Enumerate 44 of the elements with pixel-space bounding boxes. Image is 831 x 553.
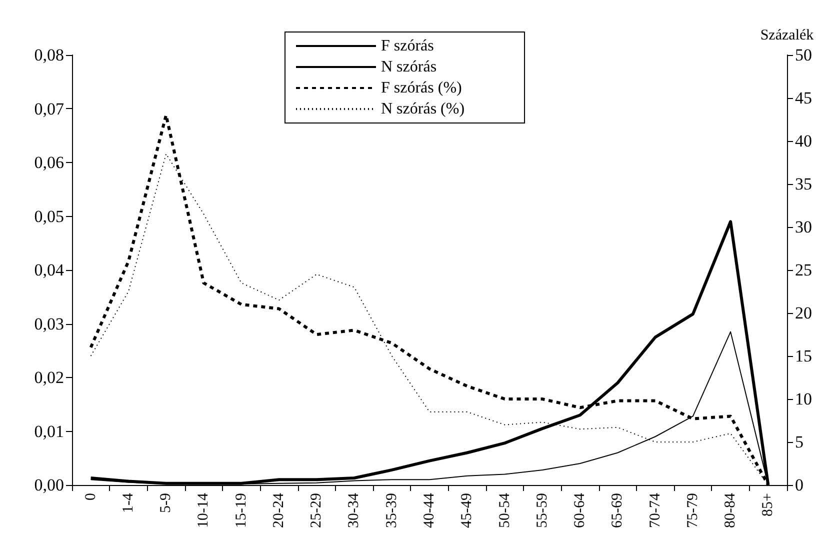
y-tick-label: 0,03 — [34, 314, 64, 334]
x-tick-label: 55-59 — [534, 493, 550, 528]
legend-label: N szórás — [381, 58, 437, 76]
x-tick-label: 25-29 — [308, 493, 325, 528]
y2-tick-label: 50 — [795, 46, 812, 64]
x-tick-label: 0 — [82, 493, 99, 500]
x-tick-label: 5-9 — [158, 493, 174, 513]
x-tick-label: 20-24 — [270, 492, 287, 528]
x-tick-label: 65-69 — [610, 493, 626, 528]
y2-axis-title: Százalék — [760, 28, 814, 44]
x-tick-label: 35-39 — [384, 493, 400, 528]
y2-tick-label: 25 — [795, 260, 812, 280]
y-tick-label: 0,01 — [34, 422, 64, 441]
y-tick-label: 0,06 — [34, 153, 64, 172]
x-tick-label: 10-14 — [196, 492, 212, 528]
x-tick-label: 40-44 — [422, 492, 438, 528]
y2-tick-label: 30 — [795, 218, 812, 236]
y2-tick-label: 20 — [795, 304, 812, 322]
y-tick-label: 0,02 — [34, 368, 64, 387]
y2-tick-label: 35 — [795, 174, 812, 194]
legend-label: N szórás (%) — [381, 100, 465, 118]
legend-label: F szórás — [381, 38, 434, 54]
x-tick-label: 50-54 — [496, 492, 513, 528]
y-tick-label: 0,00 — [34, 476, 64, 494]
x-tick-label: 15-19 — [233, 493, 250, 528]
legend-label: F szórás (%) — [381, 80, 462, 96]
y2-tick-label: 45 — [795, 88, 812, 108]
y2-tick-label: 5 — [795, 432, 804, 452]
x-tick-label: 30-34 — [346, 492, 362, 528]
x-tick-label: 60-64 — [572, 492, 588, 528]
y2-tick-label: 0 — [795, 476, 804, 494]
y-tick-label: 0,07 — [34, 99, 64, 118]
y2-tick-label: 15 — [795, 346, 812, 366]
x-tick-label: 85+ — [760, 493, 776, 516]
y-tick-label: 0,05 — [34, 206, 64, 226]
x-tick-label: 75-79 — [684, 493, 701, 528]
y2-tick-label: 10 — [795, 390, 812, 408]
y2-tick-label: 40 — [795, 132, 812, 150]
x-tick-label: 45-49 — [459, 493, 476, 528]
y-tick-label: 0,04 — [34, 260, 64, 280]
x-tick-label: 70-74 — [647, 492, 664, 528]
x-tick-label: 80-84 — [722, 492, 739, 528]
x-tick-label: 1-4 — [120, 492, 136, 513]
y-tick-label: 0,08 — [34, 46, 64, 64]
